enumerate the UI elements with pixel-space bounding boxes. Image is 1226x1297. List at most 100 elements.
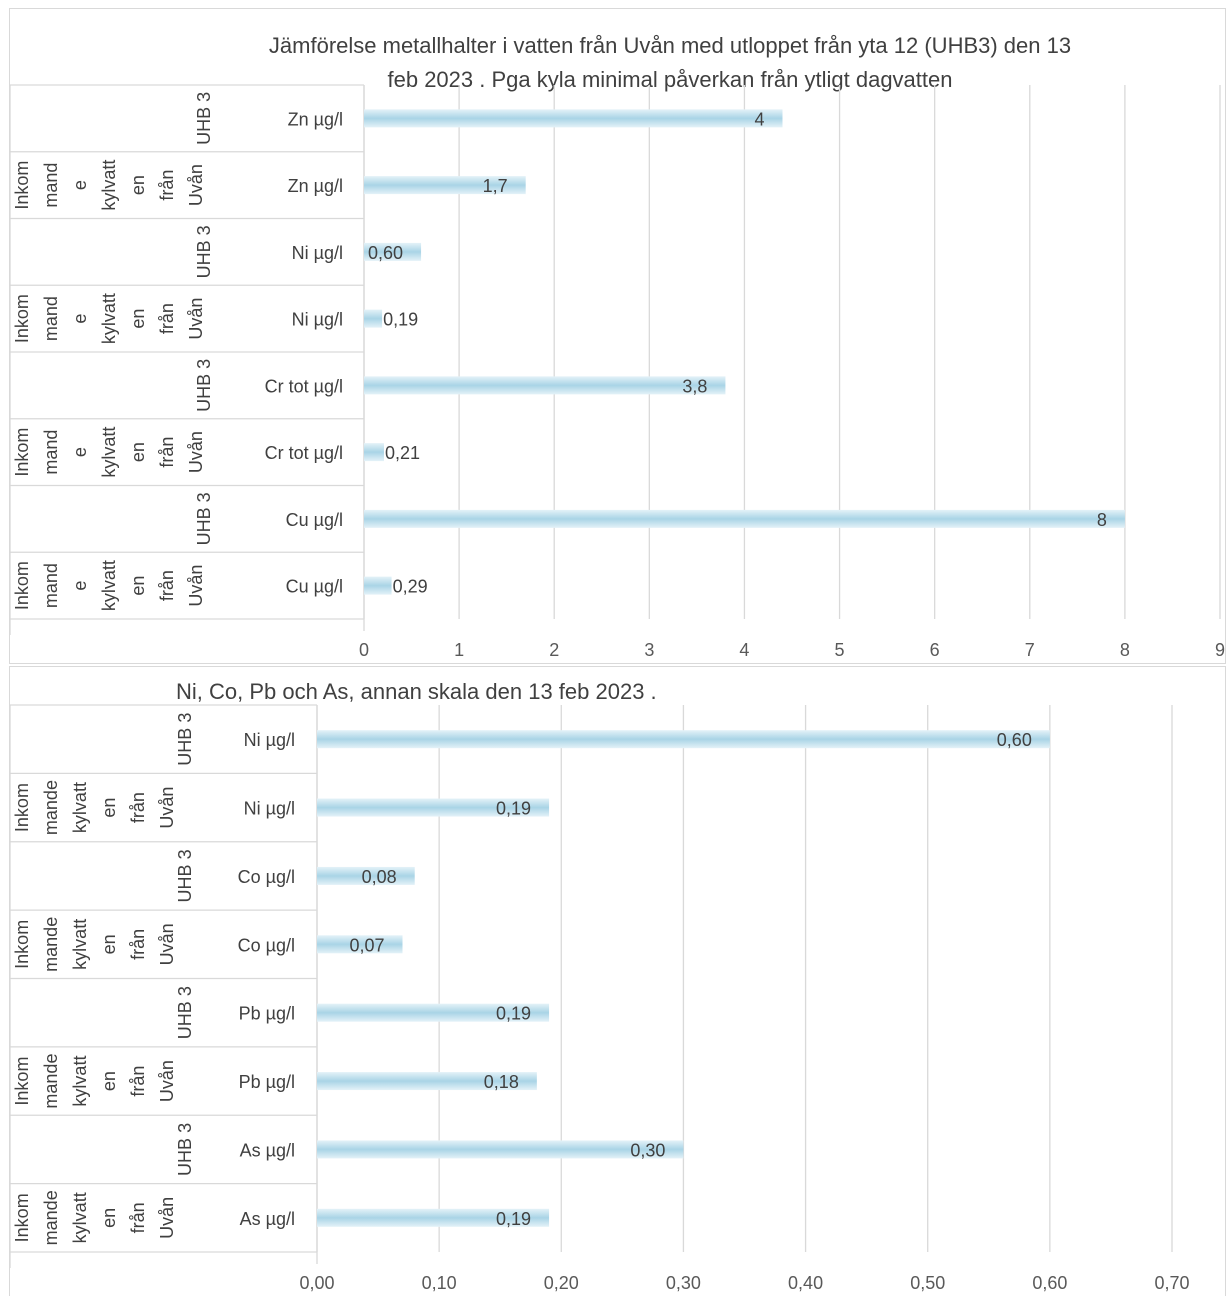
undefined-group-label-word: Uvån [186, 298, 206, 340]
undefined-group-label-word: Uvån [157, 787, 177, 829]
undefined-group-label-text: UHB 3 [194, 225, 214, 278]
undefined-group-label-word: en [128, 175, 148, 195]
undefined-group-label-word: Uvån [186, 431, 206, 473]
undefined-group-label-word: från [157, 303, 177, 334]
undefined-category-label: Ni µg/l [244, 799, 295, 819]
undefined-data-label: 8 [1097, 510, 1107, 530]
undefined-data-label: 0,07 [349, 935, 384, 955]
undefined-category-label: Co µg/l [238, 867, 295, 887]
undefined-group-label: UHB 3 [175, 986, 195, 1039]
undefined-category-label: Ni µg/l [244, 730, 295, 750]
undefined-group-label-word: mande [41, 1190, 61, 1245]
undefined-group-label-word: från [128, 1202, 148, 1233]
undefined-group-label-word: kylvatt [70, 919, 90, 970]
undefined-group-label-word: en [99, 1071, 119, 1091]
undefined-group-label-word: en [99, 1208, 119, 1228]
chart-metals-comparison: Jämförelse metallhalter i vatten från Uv… [9, 8, 1226, 664]
undefined-title: Jämförelse metallhalter i vatten från Uv… [269, 33, 1071, 58]
undefined-data-label: 4 [754, 109, 764, 129]
undefined-group-label-word: kylvatt [70, 1056, 90, 1107]
undefined-category-label: Zn µg/l [288, 109, 343, 129]
undefined-bar [317, 1072, 537, 1091]
undefined-group-label-word: en [99, 934, 119, 954]
undefined-category-label: Cr tot µg/l [265, 443, 343, 463]
undefined-group-label: UHB 3 [194, 92, 214, 145]
undefined-bar [364, 376, 726, 395]
undefined-group-label: UHB 3 [175, 849, 195, 902]
undefined-category-label: Cu µg/l [286, 510, 343, 530]
undefined-data-label: 0,19 [496, 799, 531, 819]
undefined-x-tick-label: 0,60 [1032, 1273, 1067, 1293]
undefined-data-label: 0,18 [484, 1072, 519, 1092]
undefined-group-label-word: från [128, 1066, 148, 1097]
undefined-group-label-word: från [157, 570, 177, 601]
undefined-group-label-text: UHB 3 [175, 713, 195, 766]
undefined-bar [364, 242, 422, 261]
chart-ni-co-pb-as: Ni, Co, Pb och As, annan skala den 13 fe… [9, 666, 1226, 1296]
undefined-group-label-word: från [157, 170, 177, 201]
undefined-group-label-word: Inkom [12, 920, 32, 969]
undefined-x-tick-label: 8 [1120, 640, 1130, 660]
undefined-group-label-word: mande [41, 780, 61, 835]
undefined-x-tick-label: 7 [1025, 640, 1035, 660]
undefined-group-label-text: UHB 3 [175, 849, 195, 902]
undefined-data-label: 0,60 [997, 730, 1032, 750]
undefined-data-label: 0,60 [368, 243, 403, 263]
undefined-group-label-word: mande [41, 1054, 61, 1109]
undefined-group-label-word: från [128, 929, 148, 960]
undefined-group-label-word: Inkom [12, 561, 32, 610]
undefined-title-line2: feb 2023 . Pga kyla minimal påverkan frå… [388, 67, 953, 92]
undefined-x-tick-label: 0,20 [544, 1273, 579, 1293]
undefined-group-label-word: Uvån [157, 1197, 177, 1239]
undefined-group-label-text: UHB 3 [194, 359, 214, 412]
undefined-group-label-word: e [70, 180, 90, 190]
undefined-bar [317, 935, 403, 954]
undefined-bar [317, 1208, 550, 1227]
undefined-group-label-word: mande [41, 917, 61, 972]
chart-metals-comparison-svg: Jämförelse metallhalter i vatten från Uv… [10, 33, 1225, 660]
undefined-group-label-text: UHB 3 [175, 1123, 195, 1176]
undefined-bar [364, 576, 392, 595]
undefined-data-label: 3,8 [682, 376, 707, 396]
undefined-x-tick-label: 0,40 [788, 1273, 823, 1293]
undefined-group-label: UHB 3 [194, 492, 214, 545]
undefined-group-label-word: mand [41, 163, 61, 208]
undefined-bar [364, 309, 383, 328]
undefined-data-label: 0,19 [496, 1209, 531, 1229]
undefined-group-label-word: Inkom [12, 1193, 32, 1242]
undefined-group-label-word: kylvatt [99, 293, 119, 344]
undefined-category-label: Cr tot µg/l [265, 376, 343, 396]
undefined-x-tick-label: 0,70 [1154, 1273, 1189, 1293]
undefined-group-label-word: mand [41, 563, 61, 608]
undefined-x-tick-label: 9 [1215, 640, 1225, 660]
undefined-group-label-word: en [128, 576, 148, 596]
undefined-data-label: 0,19 [496, 1004, 531, 1024]
undefined-bar [317, 1003, 550, 1022]
undefined-group-label: UHB 3 [194, 359, 214, 412]
chart-ni-co-pb-as-svg: Ni, Co, Pb och As, annan skala den 13 fe… [10, 679, 1190, 1293]
undefined-x-tick-label: 0,30 [666, 1273, 701, 1293]
undefined-category-label: Ni µg/l [292, 310, 343, 330]
undefined-group-label-word: e [70, 447, 90, 457]
undefined-x-tick-label: 6 [930, 640, 940, 660]
undefined-category-label: Zn µg/l [288, 176, 343, 196]
undefined-x-tick-label: 0,50 [910, 1273, 945, 1293]
undefined-data-label: 0,21 [385, 443, 420, 463]
undefined-group-label: UHB 3 [194, 225, 214, 278]
undefined-x-tick-label: 3 [644, 640, 654, 660]
undefined-group-label-word: kylvatt [99, 160, 119, 211]
undefined-group-label-text: UHB 3 [194, 92, 214, 145]
undefined-x-tick-label: 0,10 [422, 1273, 457, 1293]
undefined-group-label-word: e [70, 581, 90, 591]
undefined-group-label-word: Inkom [12, 783, 32, 832]
undefined-group-label-word: en [128, 309, 148, 329]
undefined-title: Ni, Co, Pb och As, annan skala den 13 fe… [176, 679, 657, 704]
undefined-category-label: Pb µg/l [239, 1072, 295, 1092]
